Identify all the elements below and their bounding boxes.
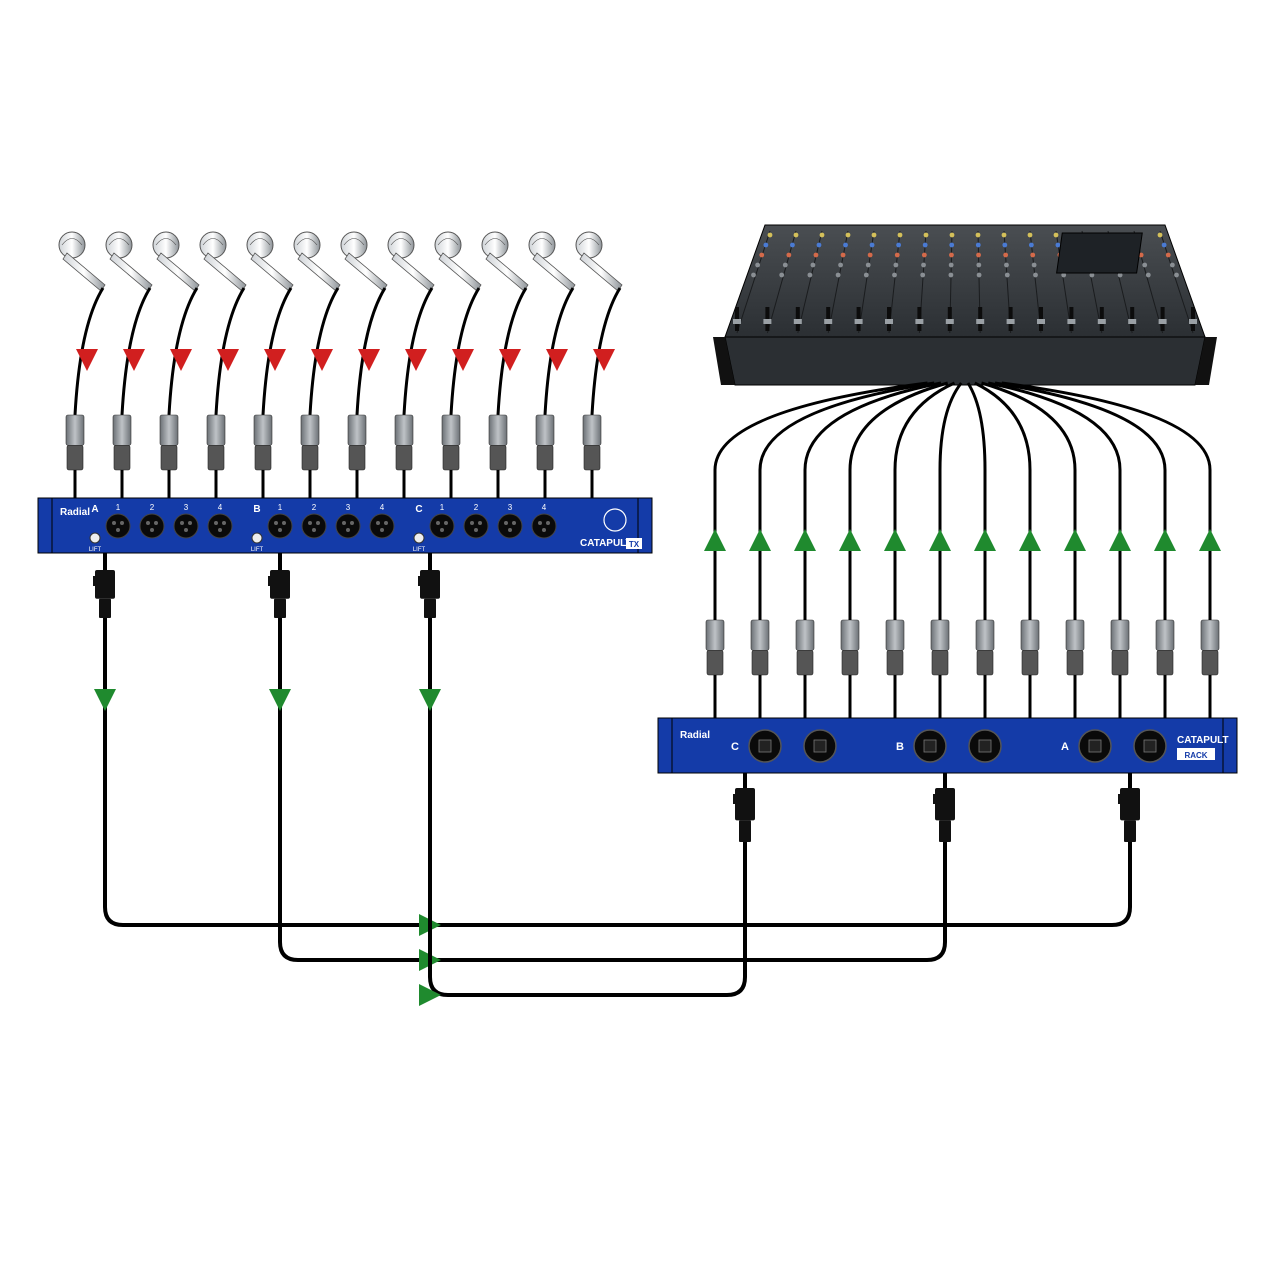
- cat5-cable: [430, 618, 745, 995]
- xlr-connector: [442, 415, 460, 470]
- svg-text:3: 3: [508, 503, 513, 512]
- svg-text:4: 4: [380, 503, 385, 512]
- svg-text:CATAPULT: CATAPULT: [580, 538, 632, 549]
- xlr-connector: [254, 415, 272, 470]
- microphone: [59, 232, 105, 291]
- xlr-connector: [348, 415, 366, 470]
- xlr-connector: [796, 620, 814, 675]
- xlr-connector: [1156, 620, 1174, 675]
- microphone: [576, 232, 622, 291]
- svg-text:4: 4: [218, 503, 223, 512]
- catapult-rx-rack: [658, 718, 1237, 773]
- output-cable: [1002, 383, 1210, 620]
- flow-arrow: [974, 529, 996, 551]
- microphone: [529, 232, 575, 291]
- svg-text:Radial: Radial: [680, 730, 710, 741]
- flow-arrow: [929, 529, 951, 551]
- microphone: [482, 232, 528, 291]
- microphone: [435, 232, 481, 291]
- microphone: [341, 232, 387, 291]
- mixing-console: [713, 225, 1217, 385]
- xlr-connector: [1111, 620, 1129, 675]
- xlr-connector: [931, 620, 949, 675]
- flow-arrow: [1019, 529, 1041, 551]
- output-cable: [982, 383, 1076, 620]
- xlr-connector: [395, 415, 413, 470]
- microphone: [200, 232, 246, 291]
- svg-text:4: 4: [542, 503, 547, 512]
- output-cable: [975, 383, 1030, 620]
- svg-text:TX: TX: [629, 540, 640, 549]
- svg-text:Radial: Radial: [60, 507, 90, 518]
- svg-text:3: 3: [184, 503, 189, 512]
- rj45-plug: [933, 788, 955, 842]
- flow-arrow: [794, 529, 816, 551]
- output-cable: [940, 383, 961, 620]
- svg-text:1: 1: [440, 503, 445, 512]
- svg-text:A: A: [1061, 741, 1069, 753]
- output-cable: [968, 383, 985, 620]
- svg-text:CATAPULT: CATAPULT: [1177, 735, 1229, 746]
- flow-arrow: [839, 529, 861, 551]
- svg-text:LIFT: LIFT: [251, 547, 264, 553]
- microphone: [388, 232, 434, 291]
- microphone: [153, 232, 199, 291]
- svg-text:2: 2: [312, 503, 317, 512]
- xlr-connector: [489, 415, 507, 470]
- flow-arrow: [1064, 529, 1086, 551]
- svg-text:C: C: [731, 741, 739, 753]
- svg-text:C: C: [415, 504, 422, 515]
- xlr-connector: [706, 620, 724, 675]
- flow-arrow: [1199, 529, 1221, 551]
- xlr-connector: [207, 415, 225, 470]
- xlr-connector: [751, 620, 769, 675]
- output-cable: [850, 383, 948, 620]
- flow-arrow: [1154, 529, 1176, 551]
- flow-arrow: [749, 529, 771, 551]
- svg-text:LIFT: LIFT: [89, 547, 102, 553]
- rj45-plug: [268, 570, 290, 618]
- xlr-connector: [301, 415, 319, 470]
- xlr-connector: [536, 415, 554, 470]
- xlr-connector: [1201, 620, 1219, 675]
- svg-text:B: B: [896, 741, 904, 753]
- xlr-connector: [1021, 620, 1039, 675]
- xlr-connector: [66, 415, 84, 470]
- flow-arrow: [419, 689, 441, 711]
- xlr-connector: [886, 620, 904, 675]
- svg-text:2: 2: [474, 503, 479, 512]
- output-cable: [995, 383, 1165, 620]
- svg-text:2: 2: [150, 503, 155, 512]
- rj45-plug: [733, 788, 755, 842]
- svg-text:LIFT: LIFT: [413, 547, 426, 553]
- flow-arrow: [704, 529, 726, 551]
- flow-arrow: [269, 689, 291, 711]
- svg-text:1: 1: [278, 503, 283, 512]
- microphone: [106, 232, 152, 291]
- svg-text:B: B: [253, 504, 260, 515]
- flow-arrow: [94, 689, 116, 711]
- flow-arrow: [1109, 529, 1131, 551]
- svg-text:RACK: RACK: [1184, 751, 1207, 760]
- svg-text:A: A: [91, 504, 98, 515]
- microphone: [294, 232, 340, 291]
- flow-arrow: [884, 529, 906, 551]
- rj45-plug: [418, 570, 440, 618]
- xlr-connector: [160, 415, 178, 470]
- xlr-connector: [583, 415, 601, 470]
- svg-text:3: 3: [346, 503, 351, 512]
- xlr-connector: [113, 415, 131, 470]
- xlr-connector: [976, 620, 994, 675]
- xlr-connector: [841, 620, 859, 675]
- rj45-plug: [93, 570, 115, 618]
- xlr-connector: [1066, 620, 1084, 675]
- svg-text:1: 1: [116, 503, 121, 512]
- rj45-plug: [1118, 788, 1140, 842]
- microphone: [247, 232, 293, 291]
